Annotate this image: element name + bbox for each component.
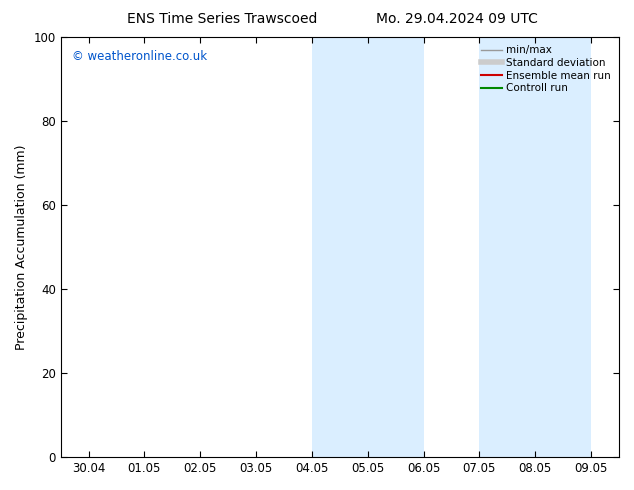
Bar bbox=[368, 37, 424, 457]
Bar bbox=[535, 37, 591, 457]
Y-axis label: Precipitation Accumulation (mm): Precipitation Accumulation (mm) bbox=[15, 145, 28, 350]
Legend: min/max, Standard deviation, Ensemble mean run, Controll run: min/max, Standard deviation, Ensemble me… bbox=[478, 42, 614, 97]
Text: ENS Time Series Trawscoed: ENS Time Series Trawscoed bbox=[127, 12, 317, 26]
Bar bbox=[479, 37, 535, 457]
Bar bbox=[312, 37, 368, 457]
Text: Mo. 29.04.2024 09 UTC: Mo. 29.04.2024 09 UTC bbox=[375, 12, 538, 26]
Text: © weatheronline.co.uk: © weatheronline.co.uk bbox=[72, 50, 207, 63]
